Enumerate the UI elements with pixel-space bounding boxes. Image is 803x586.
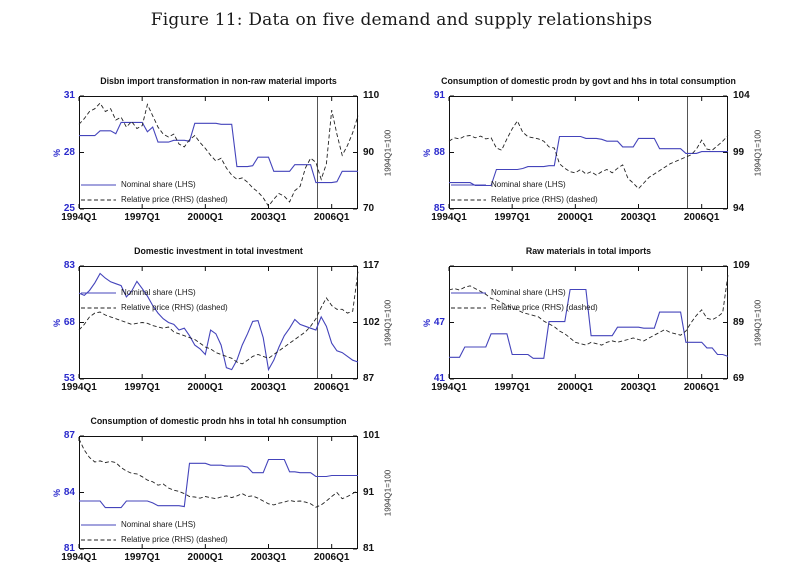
x-tick-label: 2000Q1 <box>557 212 594 223</box>
chart-raw-materials: Raw materials in total imports % 1994Q1=… <box>422 246 763 393</box>
legend-item-label: Nominal share (LHS) <box>121 179 196 189</box>
right-y-tick-label: 90 <box>363 146 375 158</box>
legend-item-label: Relative price (RHS) (dashed) <box>121 302 228 312</box>
x-tick-label: 1997Q1 <box>494 382 530 393</box>
right-y-tick-label: 110 <box>363 90 380 101</box>
nominal-share-line <box>78 272 359 372</box>
relative-price-line <box>78 438 359 508</box>
relative-price-line <box>448 119 729 190</box>
axis-box <box>449 96 728 209</box>
x-tick-label: 2000Q1 <box>187 552 224 563</box>
right-y-tick-label: 91 <box>363 486 375 498</box>
plot-area <box>78 95 359 210</box>
axis-box <box>79 436 358 549</box>
right-y-tick-label: 102 <box>363 316 380 328</box>
left-y-tick-label: 84 <box>63 486 75 498</box>
legend-item-label: Nominal share (LHS) <box>121 519 196 529</box>
axis-box <box>79 266 358 379</box>
x-tick-label: 2006Q1 <box>683 382 720 393</box>
plot-area <box>78 435 359 550</box>
x-tick-label: 2000Q1 <box>557 382 594 393</box>
left-y-tick-label: 88 <box>433 146 445 158</box>
right-y-tick-label: 89 <box>733 316 745 328</box>
left-y-tick-label: 85 <box>433 203 445 214</box>
relative-price-line <box>78 271 359 365</box>
nominal-share-line <box>79 121 358 184</box>
left-y-tick-label: 91 <box>433 90 445 101</box>
chart-disbn-import-transformation: Disbn import transformation in non-raw m… <box>52 76 393 223</box>
chart-title: Consumption of domestic prodn by govt an… <box>441 76 736 86</box>
x-tick-label: 2006Q1 <box>683 212 720 223</box>
x-tick-label: 2003Q1 <box>250 212 287 223</box>
x-tick-label: 1994Q1 <box>61 382 97 393</box>
relative-price-line <box>448 274 729 346</box>
right-y-tick-label: 109 <box>733 260 750 271</box>
legend-item-label: Relative price (RHS) (dashed) <box>491 194 598 204</box>
right-y-tick-label: 104 <box>733 90 750 101</box>
legend-item-label: Relative price (RHS) (dashed) <box>121 534 228 544</box>
x-tick-label: 2003Q1 <box>620 382 657 393</box>
axis-box <box>79 96 358 209</box>
left-y-tick-label: 47 <box>433 316 445 328</box>
left-y-tick-label: 41 <box>433 373 445 384</box>
nominal-share-line <box>449 135 728 187</box>
legend-item-label: Nominal share (LHS) <box>491 287 566 297</box>
x-tick-label: 2000Q1 <box>187 212 224 223</box>
legend-item-label: Relative price (RHS) (dashed) <box>491 302 598 312</box>
plot-area <box>78 265 359 380</box>
chart-consumption-govt-hhs: Consumption of domestic prodn by govt an… <box>422 76 763 223</box>
x-tick-label: 2003Q1 <box>250 552 287 563</box>
x-tick-label: 1997Q1 <box>494 212 530 223</box>
right-y-tick-label: 101 <box>363 430 380 441</box>
right-y-tick-label: 87 <box>363 373 375 384</box>
x-tick-label: 1997Q1 <box>124 552 160 563</box>
x-tick-label: 2006Q1 <box>313 552 350 563</box>
left-y-tick-label: 53 <box>63 373 75 384</box>
plot-area <box>448 95 729 210</box>
left-y-tick-label: 28 <box>63 146 75 158</box>
left-y-tick-label: 25 <box>63 203 75 214</box>
x-tick-label: 2003Q1 <box>250 382 287 393</box>
legend-item-label: Nominal share (LHS) <box>491 179 566 189</box>
x-tick-label: 1994Q1 <box>61 552 97 563</box>
left-y-tick-label: 31 <box>63 90 75 101</box>
left-y-tick-label: 81 <box>63 543 75 554</box>
right-y-tick-label: 94 <box>733 203 745 214</box>
right-y-tick-label: 69 <box>733 373 745 384</box>
x-tick-label: 2006Q1 <box>313 382 350 393</box>
x-tick-label: 2003Q1 <box>620 212 657 223</box>
right-y-tick-label: 117 <box>363 260 380 271</box>
axis-box <box>449 266 728 379</box>
chart-title: Domestic investment in total investment <box>134 246 303 256</box>
chart-domestic-investment: Domestic investment in total investment … <box>52 246 393 393</box>
left-y-tick-label: 87 <box>63 430 75 441</box>
x-tick-label: 1997Q1 <box>124 382 160 393</box>
chart-title: Consumption of domestic prodn hhs in tot… <box>90 416 347 426</box>
left-y-tick-label: 83 <box>63 260 75 271</box>
relative-price-line <box>78 102 359 207</box>
x-tick-label: 2000Q1 <box>187 382 224 393</box>
right-y-tick-label: 81 <box>363 543 375 554</box>
x-tick-label: 1994Q1 <box>61 212 97 223</box>
nominal-share-line <box>449 288 729 359</box>
legend-item-label: Relative price (RHS) (dashed) <box>121 194 228 204</box>
chart-title: Disbn import transformation in non-raw m… <box>100 76 337 86</box>
left-y-tick-label: 68 <box>63 316 75 328</box>
x-tick-label: 2006Q1 <box>313 212 350 223</box>
right-y-tick-label: 70 <box>363 203 375 214</box>
plot-area <box>448 265 729 380</box>
x-tick-label: 1994Q1 <box>431 212 467 223</box>
x-tick-label: 1994Q1 <box>431 382 467 393</box>
legend-item-label: Nominal share (LHS) <box>121 287 196 297</box>
right-y-tick-label: 99 <box>733 146 745 158</box>
nominal-share-line <box>79 458 358 509</box>
chart-consumption-hhs: Consumption of domestic prodn hhs in tot… <box>52 416 393 563</box>
x-tick-label: 1997Q1 <box>124 212 160 223</box>
chart-title: Raw materials in total imports <box>525 246 652 256</box>
figure-title: Figure 11: Data on five demand and suppl… <box>150 10 653 30</box>
